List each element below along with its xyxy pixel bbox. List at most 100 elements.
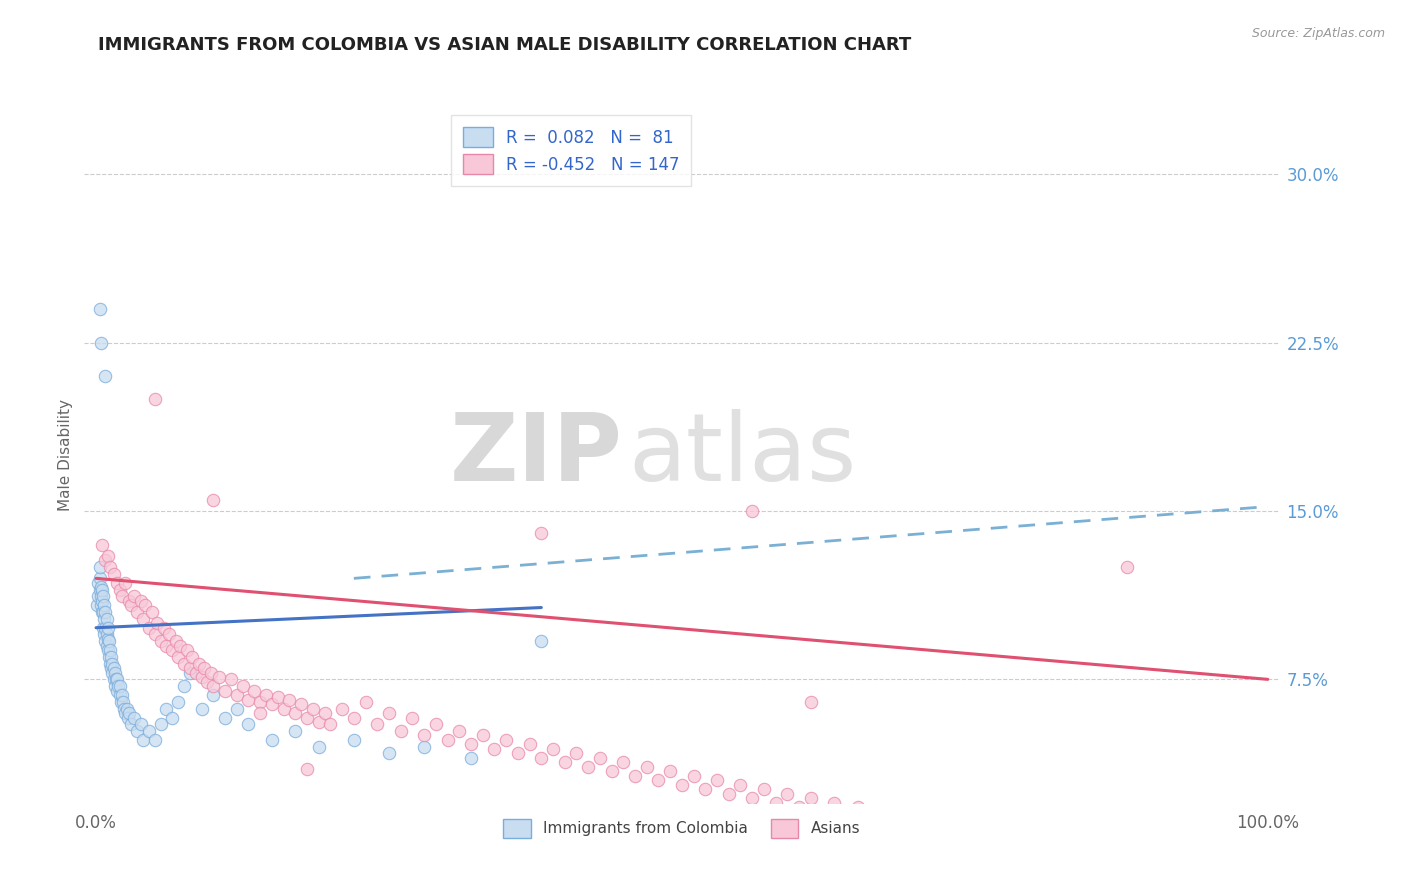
Point <box>89 582 111 597</box>
Point <box>100 649 122 664</box>
Point <box>460 751 482 765</box>
Point <box>238 717 260 731</box>
Point <box>1104 827 1126 841</box>
Point <box>800 695 823 709</box>
Point <box>219 673 242 687</box>
Point <box>495 733 517 747</box>
Point <box>200 665 222 680</box>
Point <box>114 575 136 590</box>
Point <box>167 649 190 664</box>
Point <box>111 688 134 702</box>
Point <box>952 830 974 844</box>
Point <box>519 738 541 752</box>
Point <box>576 760 599 774</box>
Point <box>330 701 353 715</box>
Point <box>94 553 117 567</box>
Point <box>589 751 612 765</box>
Point <box>90 580 112 594</box>
Point <box>260 733 283 747</box>
Point <box>143 392 166 406</box>
Point <box>378 706 401 720</box>
Point <box>846 800 869 814</box>
Point <box>127 723 149 738</box>
Point <box>941 818 963 832</box>
Point <box>94 634 117 648</box>
Point <box>401 710 423 724</box>
Point <box>484 742 506 756</box>
Point <box>129 594 152 608</box>
Point <box>146 616 169 631</box>
Point <box>963 822 986 837</box>
Point <box>162 643 183 657</box>
Point <box>112 701 135 715</box>
Point <box>541 742 564 756</box>
Point <box>302 701 325 715</box>
Point <box>835 809 858 823</box>
Point <box>787 800 810 814</box>
Point <box>93 627 115 641</box>
Point <box>471 729 494 743</box>
Point <box>765 796 787 810</box>
Point <box>153 621 176 635</box>
Point <box>647 773 669 788</box>
Point <box>90 605 114 619</box>
Point <box>1174 822 1197 837</box>
Point <box>413 729 436 743</box>
Point <box>695 782 717 797</box>
Point <box>190 670 212 684</box>
Point <box>110 695 132 709</box>
Point <box>295 762 318 776</box>
Point <box>249 706 271 720</box>
Point <box>214 710 236 724</box>
Point <box>132 733 155 747</box>
Point <box>118 594 141 608</box>
Point <box>671 778 693 792</box>
Point <box>776 787 799 801</box>
Point <box>905 822 928 837</box>
Point <box>1187 830 1209 844</box>
Point <box>87 590 110 604</box>
Point <box>155 639 177 653</box>
Point <box>108 679 131 693</box>
Point <box>87 575 110 590</box>
Point <box>202 688 225 702</box>
Point <box>506 747 529 761</box>
Point <box>231 679 254 693</box>
Point <box>90 335 112 350</box>
Point <box>184 665 207 680</box>
Point <box>238 692 260 706</box>
Point <box>413 739 436 754</box>
Point <box>319 717 342 731</box>
Point <box>530 526 553 541</box>
Point <box>1033 827 1056 841</box>
Point <box>97 549 120 563</box>
Point <box>1198 825 1220 839</box>
Point <box>103 661 125 675</box>
Point <box>173 657 195 671</box>
Point <box>254 688 277 702</box>
Point <box>225 701 247 715</box>
Point <box>91 605 114 619</box>
Point <box>167 695 190 709</box>
Point <box>565 747 588 761</box>
Point <box>157 627 180 641</box>
Point <box>97 621 120 635</box>
Point <box>278 692 301 706</box>
Point <box>127 605 149 619</box>
Point <box>389 723 412 738</box>
Point <box>1116 831 1139 846</box>
Point <box>530 751 553 765</box>
Point <box>811 805 834 819</box>
Point <box>101 657 124 671</box>
Point <box>98 657 121 671</box>
Point <box>188 657 211 671</box>
Point <box>308 739 330 754</box>
Point <box>98 560 121 574</box>
Point <box>1081 825 1104 839</box>
Point <box>267 690 290 705</box>
Point <box>1128 827 1150 841</box>
Y-axis label: Male Disability: Male Disability <box>58 399 73 511</box>
Point <box>114 706 136 720</box>
Point <box>752 782 775 797</box>
Point <box>90 599 112 613</box>
